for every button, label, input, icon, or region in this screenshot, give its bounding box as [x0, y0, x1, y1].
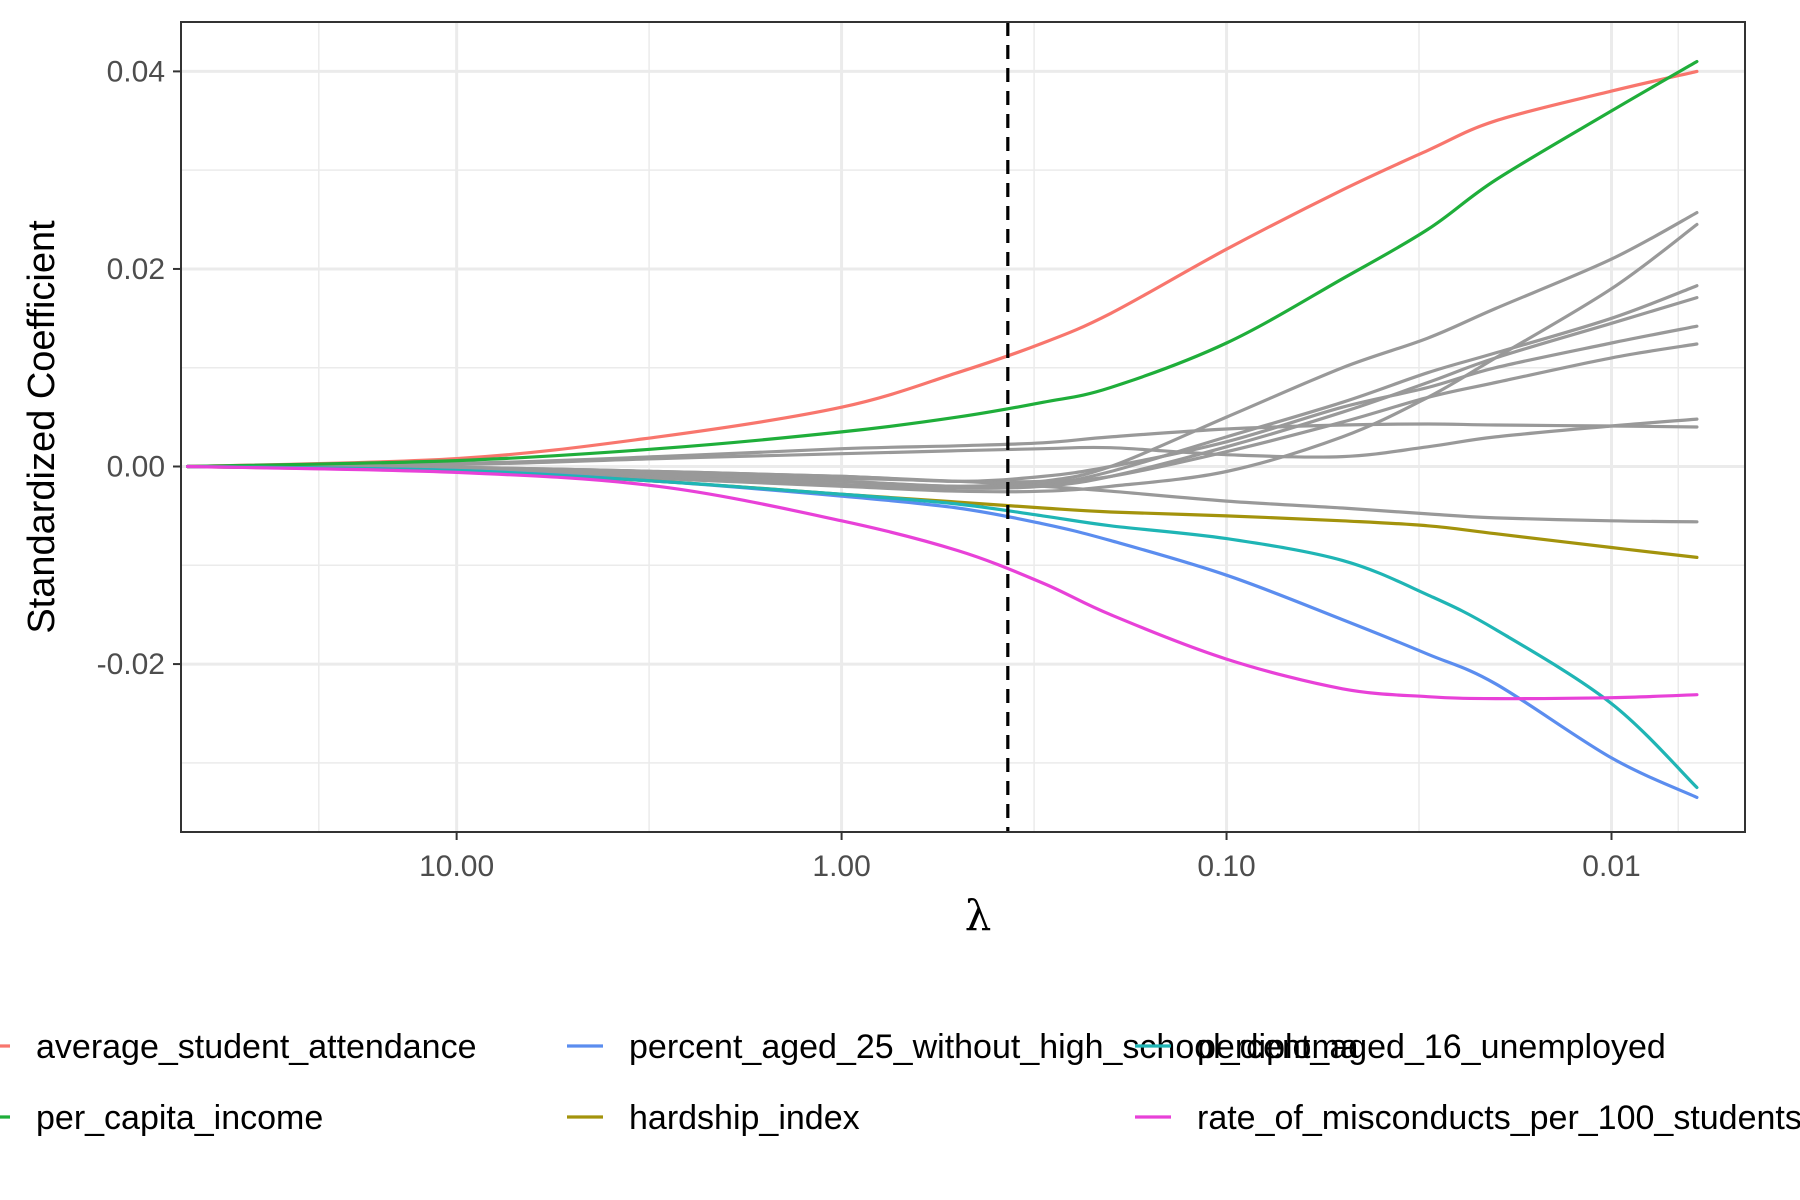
y-tick-label: -0.02 [97, 648, 165, 681]
x-tick-label: 0.10 [1197, 850, 1255, 883]
legend-label-per_capita_income: per_capita_income [36, 1099, 323, 1137]
plot-panel-border [180, 21, 1746, 833]
series-line-unlabeled [186, 417, 1699, 469]
series-line-rate_of_misconducts_per_100_students [186, 464, 1699, 701]
y-axis-title: Standardized Coefficient [21, 220, 63, 634]
legend-label-rate_of_misconducts_per_100_students: rate_of_misconducts_per_100_students [1197, 1099, 1800, 1137]
x-tick-label: 0.01 [1582, 850, 1640, 883]
series-line-unlabeled [186, 342, 1699, 484]
y-axis-ticks: 0.04 0.02 0.00 -0.02 [97, 55, 181, 681]
series-line-unlabeled [186, 464, 1699, 524]
series-line-percent_aged_16_unemployed [186, 464, 1699, 790]
plot-panel-background [181, 22, 1745, 832]
x-axis-title: λ [965, 891, 992, 940]
x-axis-ticks: 10.00 1.00 0.10 0.01 [419, 832, 1641, 883]
series-line-average_student_attendance [186, 69, 1699, 469]
legend-label-hardship_index: hardship_index [629, 1099, 860, 1137]
legend-label-average_student_attendance: average_student_attendance [36, 1028, 476, 1066]
series-layer [186, 59, 1699, 799]
x-tick-label: 1.00 [812, 850, 870, 883]
y-tick-label: 0.04 [107, 55, 165, 88]
legend-label-percent_aged_16_unemployed: percent_aged_16_unemployed [1197, 1028, 1666, 1066]
legend-label-percent_aged_25_without_high_school_diploma: percent_aged_25_without_high_school_dipl… [629, 1028, 1359, 1066]
series-line-per_capita_income [186, 59, 1699, 469]
x-tick-label: 10.00 [419, 850, 494, 883]
y-tick-label: 0.02 [107, 253, 165, 286]
legend: average_student_attendance per_capita_inc… [0, 1028, 1800, 1137]
y-tick-label: 0.00 [107, 451, 165, 484]
